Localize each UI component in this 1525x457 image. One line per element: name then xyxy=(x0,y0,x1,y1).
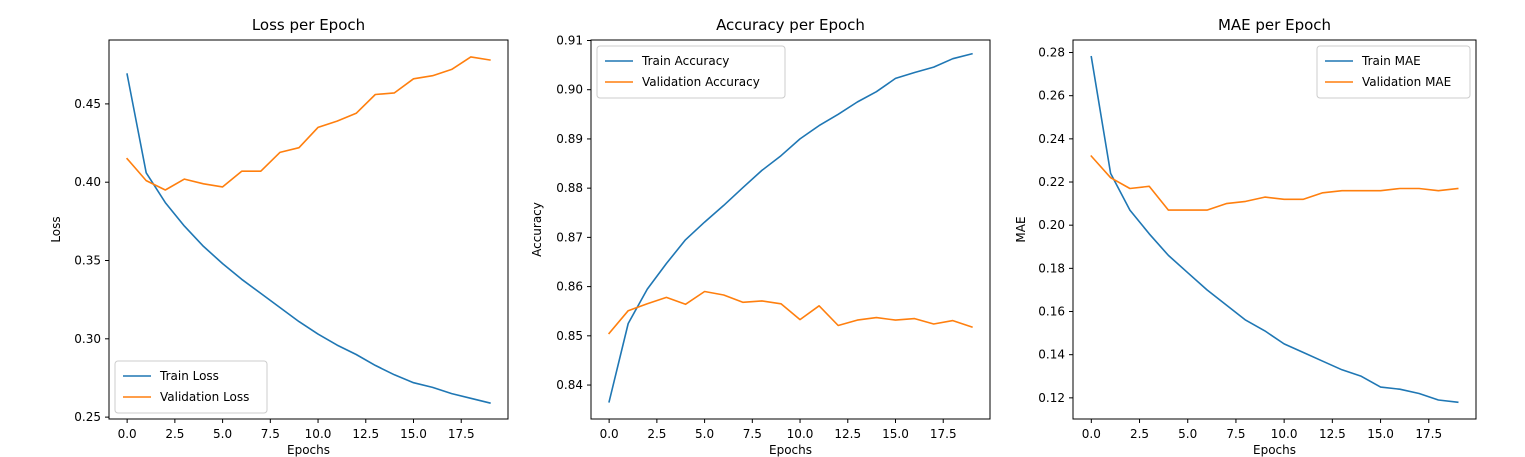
y-axis-label: Accuracy xyxy=(530,202,544,257)
y-tick-label: 0.30 xyxy=(74,332,101,346)
legend-label: Train MAE xyxy=(1361,54,1421,68)
legend: Train Loss Validation Loss xyxy=(114,360,268,414)
legend-label: Validation Accuracy xyxy=(642,75,760,89)
series-line-0 xyxy=(608,52,973,403)
y-tick-label: 0.26 xyxy=(1038,89,1065,103)
x-tick-label: 2.5 xyxy=(647,427,666,441)
y-tick-label: 0.40 xyxy=(74,175,101,189)
y-tick-label: 0.84 xyxy=(556,378,583,392)
plot-frame xyxy=(108,39,509,420)
x-tick-label: 5.0 xyxy=(1178,427,1197,441)
x-tick-label: 7.5 xyxy=(1226,427,1245,441)
x-axis-label: Epochs xyxy=(287,443,330,457)
legend: Train Accuracy Validation Accuracy xyxy=(596,45,786,99)
legend-box xyxy=(1316,45,1471,99)
y-tick-label: 0.45 xyxy=(74,97,101,111)
y-tick-label: 0.90 xyxy=(556,83,583,97)
x-tick-label: 10.0 xyxy=(1271,427,1298,441)
x-tick-label: 0.0 xyxy=(600,427,619,441)
x-tick-label: 2.5 xyxy=(165,427,184,441)
x-axis-label: Epochs xyxy=(1253,443,1296,457)
x-tick-label: 5.0 xyxy=(695,427,714,441)
x-tick-label: 12.5 xyxy=(834,427,861,441)
y-tick-label: 0.25 xyxy=(74,410,101,424)
x-tick-label: 15.0 xyxy=(1367,427,1394,441)
chart-title: MAE per Epoch xyxy=(1218,16,1331,34)
chart-panel-0: Loss per Epoch 0.0 2.5 5.0 7.5 10.0 12.5 15.0 17… xyxy=(49,16,509,457)
legend-box xyxy=(114,360,268,414)
y-axis-label: Loss xyxy=(49,216,63,242)
x-tick-label: 5.0 xyxy=(213,427,232,441)
y-tick-label: 0.85 xyxy=(556,329,583,343)
x-tick-label: 10.0 xyxy=(305,427,332,441)
series-line-0 xyxy=(1090,55,1459,404)
series-line-1 xyxy=(125,56,491,191)
y-tick-label: 0.87 xyxy=(556,230,583,244)
x-tick-label: 15.0 xyxy=(400,427,427,441)
x-tick-label: 0.0 xyxy=(118,427,137,441)
series-line-1 xyxy=(607,290,973,335)
chart-panel-2: MAE per Epoch 0.0 2.5 5.0 7.5 10.0 12.5 15.0 17.… xyxy=(1014,16,1477,457)
x-tick-label: 7.5 xyxy=(743,427,762,441)
x-tick-label: 17.5 xyxy=(930,427,957,441)
x-axis-label: Epochs xyxy=(769,443,812,457)
legend-label: Validation Loss xyxy=(160,390,249,404)
y-tick-label: 0.91 xyxy=(556,33,583,47)
plot-frame xyxy=(1072,39,1477,420)
x-tick-label: 0.0 xyxy=(1082,427,1101,441)
x-tick-label: 10.0 xyxy=(787,427,814,441)
x-tick-label: 12.5 xyxy=(1319,427,1346,441)
y-tick-label: 0.35 xyxy=(74,254,101,268)
y-tick-label: 0.12 xyxy=(1038,391,1065,405)
y-tick-label: 0.16 xyxy=(1038,305,1065,319)
y-tick-label: 0.88 xyxy=(556,181,583,195)
series-line-0 xyxy=(126,73,491,404)
y-tick-label: 0.86 xyxy=(556,280,583,294)
x-tick-label: 15.0 xyxy=(882,427,909,441)
y-tick-label: 0.18 xyxy=(1038,261,1065,275)
y-tick-label: 0.28 xyxy=(1038,46,1065,60)
legend-label: Train Loss xyxy=(159,369,219,383)
y-tick-label: 0.22 xyxy=(1038,175,1065,189)
x-tick-label: 7.5 xyxy=(261,427,280,441)
plot-frame xyxy=(590,39,991,420)
y-tick-label: 0.20 xyxy=(1038,218,1065,232)
chart-title: Accuracy per Epoch xyxy=(716,16,865,34)
x-tick-label: 17.5 xyxy=(1415,427,1442,441)
legend-box xyxy=(596,45,786,99)
series-line-1 xyxy=(1090,154,1459,211)
x-tick-label: 12.5 xyxy=(352,427,379,441)
y-axis-label: MAE xyxy=(1014,216,1028,242)
y-tick-label: 0.89 xyxy=(556,132,583,146)
chart-panel-1: Accuracy per Epoch 0.0 2.5 5.0 7.5 10.0 12.5 15… xyxy=(530,16,991,457)
x-tick-label: 2.5 xyxy=(1130,427,1149,441)
legend-label: Validation MAE xyxy=(1362,75,1451,89)
x-tick-label: 17.5 xyxy=(448,427,475,441)
legend-label: Train Accuracy xyxy=(641,54,729,68)
y-tick-label: 0.14 xyxy=(1038,348,1065,362)
y-tick-label: 0.24 xyxy=(1038,132,1065,146)
chart-title: Loss per Epoch xyxy=(252,16,365,34)
legend: Train MAE Validation MAE xyxy=(1316,45,1471,99)
